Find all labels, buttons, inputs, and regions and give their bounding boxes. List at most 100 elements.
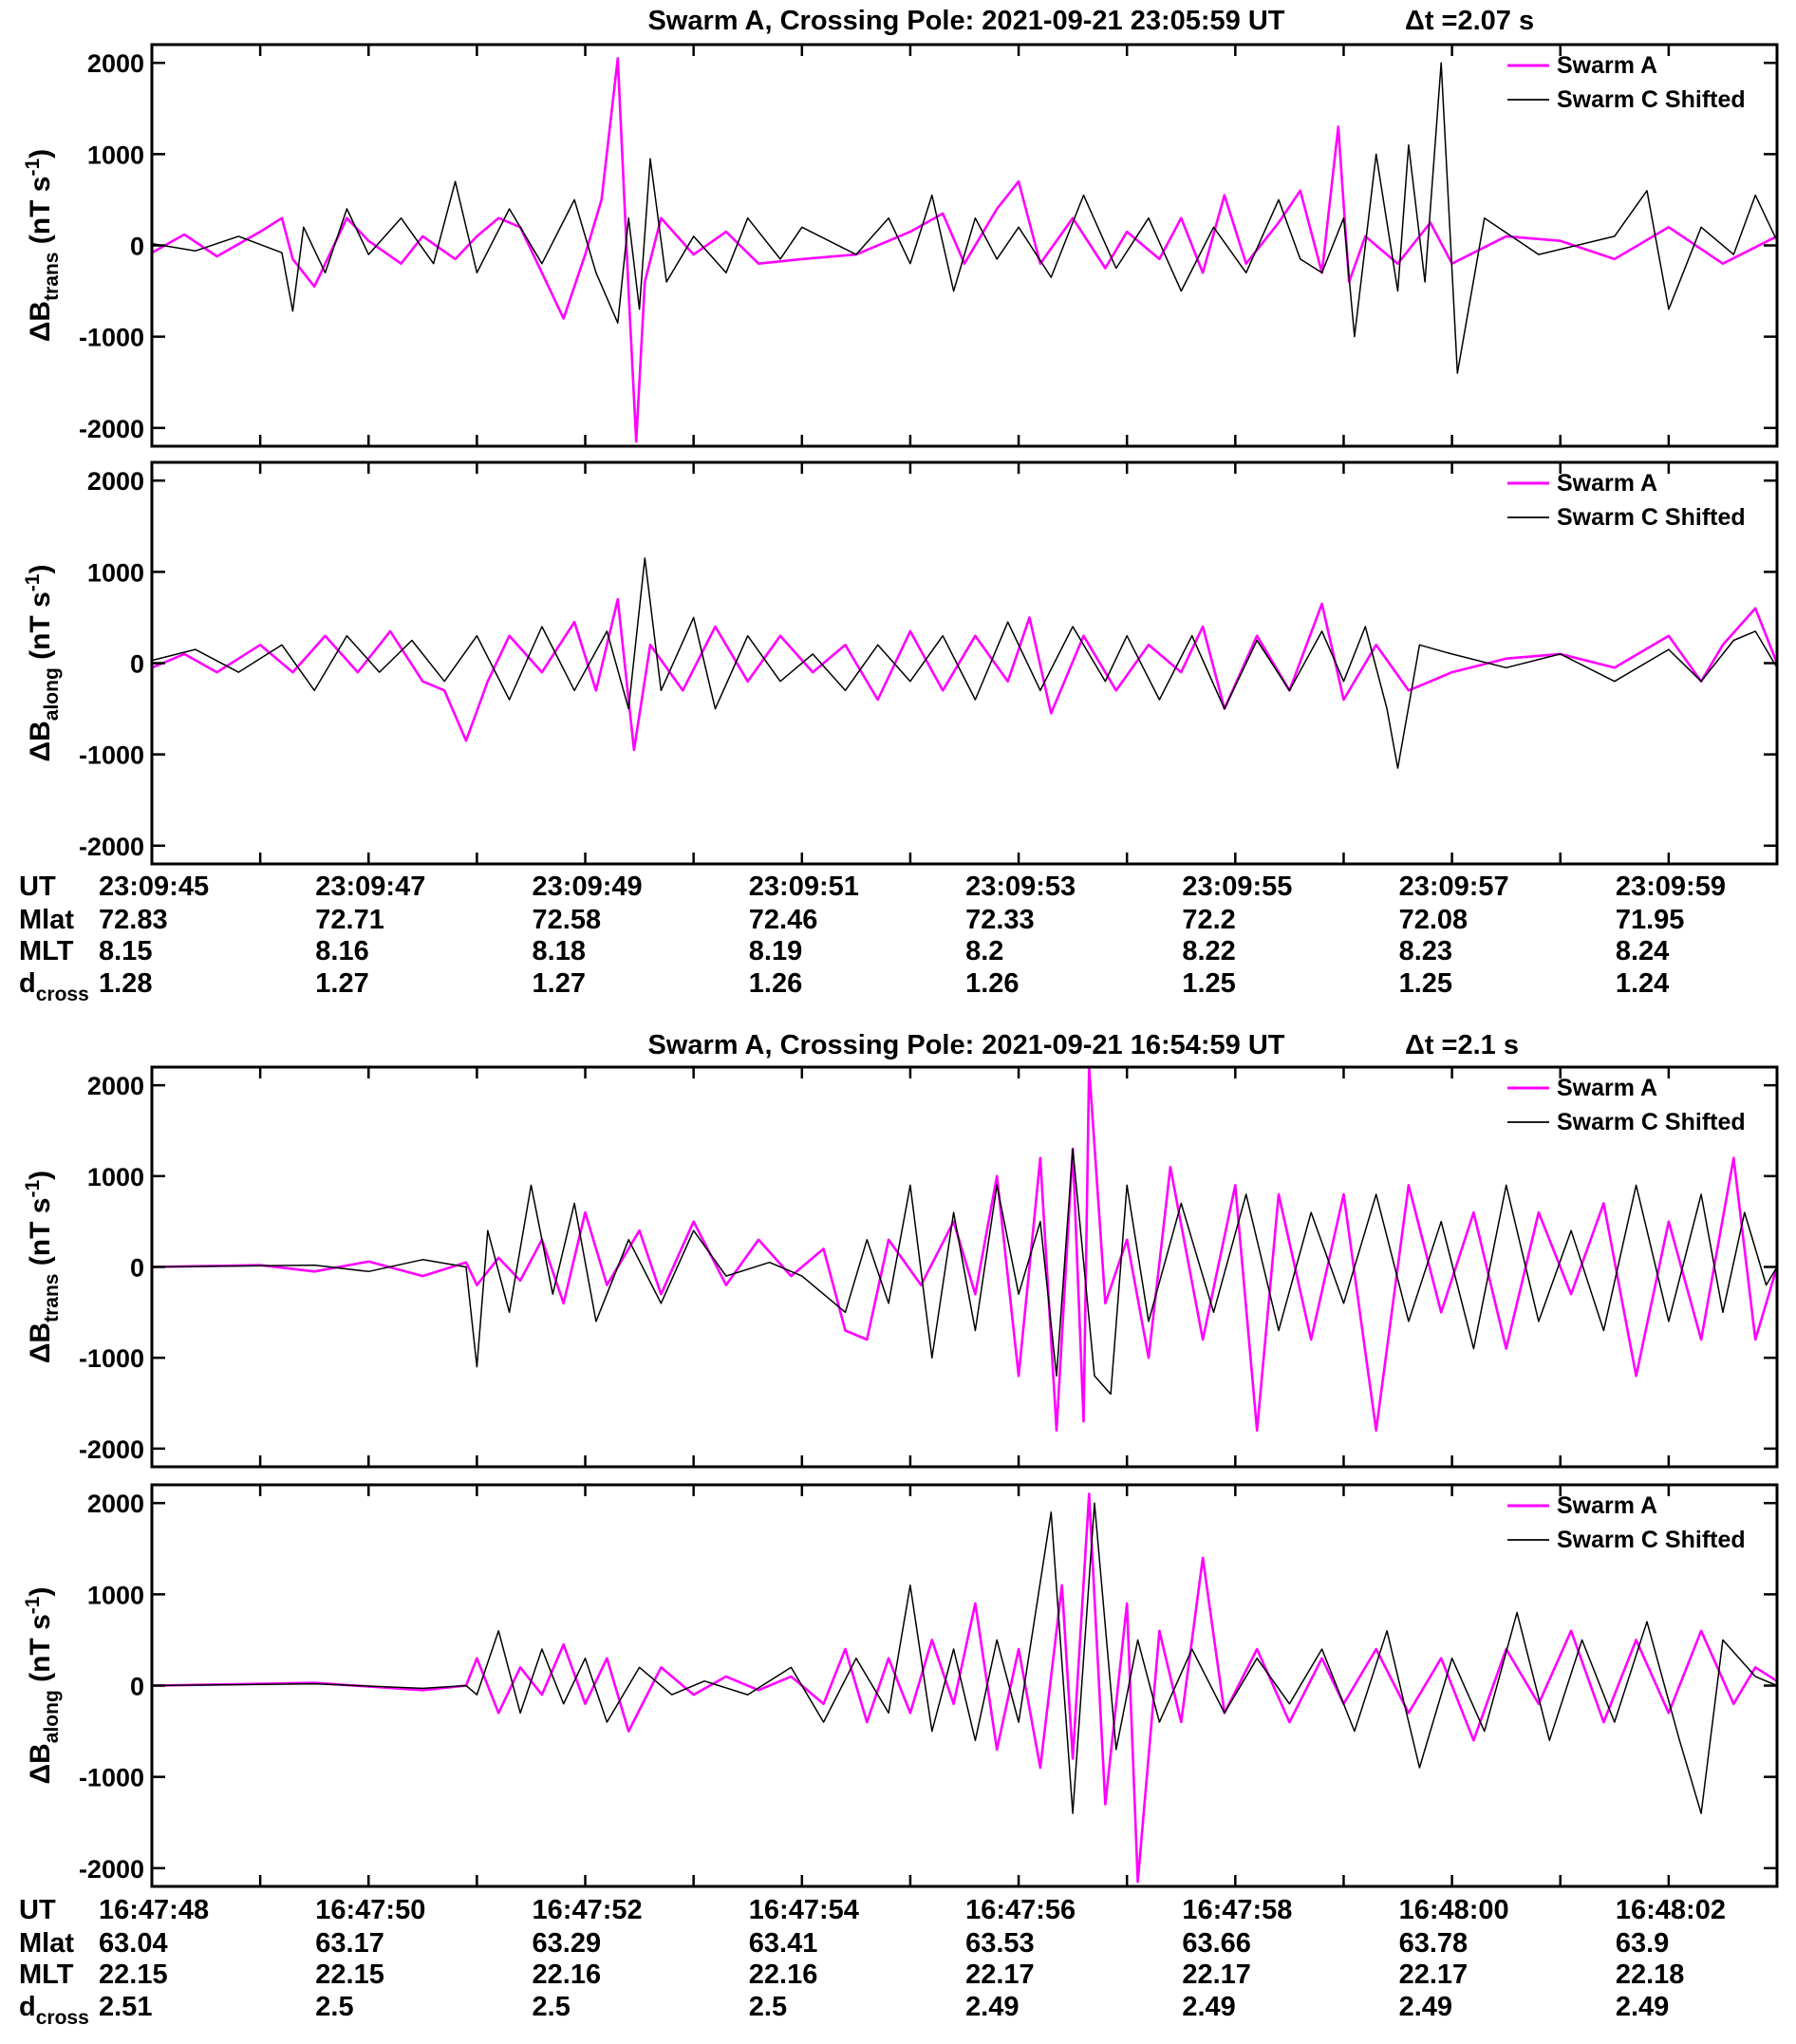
series-line-swarm-c-shifted (152, 1502, 1777, 1814)
y-tick-label: 0 (130, 233, 144, 261)
ut-tick-label: 23:09:57 (1399, 872, 1509, 902)
ut-tick-label: 16:48:00 (1399, 1895, 1509, 1925)
y-axis-label: ΔBalong (nT s-1) (22, 565, 63, 762)
legend-label: Swarm C Shifted (1557, 1527, 1746, 1553)
ut-tick-label: 23:09:59 (1616, 872, 1726, 902)
ut-tick-label: 23:09:47 (315, 872, 425, 902)
plot-frame (150, 460, 1779, 866)
y-tick-label: 2000 (87, 467, 144, 496)
series-line-swarm-a (152, 57, 1777, 443)
chart-title: Swarm A, Crossing Pole: 2021-09-21 23:05… (647, 6, 1284, 36)
mlt-value: 22.17 (965, 1960, 1035, 1990)
y-tick-label: 2000 (87, 1072, 144, 1100)
mlt-value: 22.17 (1182, 1960, 1251, 1990)
y-tick-label: -2000 (79, 833, 144, 861)
legend: Swarm A Swarm C Shifted (1507, 1075, 1746, 1135)
y-tick-label: -1000 (79, 324, 144, 352)
series-line-swarm-a (152, 1067, 1777, 1432)
legend: Swarm A Swarm C Shifted (1507, 1492, 1746, 1553)
ut-tick-label: 23:09:49 (533, 872, 643, 902)
row-label-ut: UT (19, 872, 56, 902)
tick-table-2: UTMlatMLTdcross16:47:4863.0422.152.5116:… (19, 1895, 1726, 2029)
mlat-value: 63.9 (1616, 1928, 1669, 1959)
mlt-value: 8.22 (1182, 936, 1235, 966)
y-tick-label: -1000 (79, 741, 144, 770)
y-axis-label: ΔBalong (nT s-1) (22, 1587, 63, 1785)
ut-tick-label: 16:47:48 (99, 1895, 209, 1925)
legend: Swarm A Swarm C Shifted (1507, 470, 1746, 531)
series-line-swarm-a (152, 1492, 1777, 1884)
mlt-value: 8.24 (1616, 936, 1669, 966)
legend-label: Swarm C Shifted (1557, 86, 1746, 113)
y-tick-label: -2000 (79, 1855, 144, 1884)
dcross-value: 2.49 (965, 1992, 1019, 2022)
y-tick-label: 2000 (87, 49, 144, 78)
mlt-value: 8.18 (533, 936, 586, 966)
mlat-value: 63.41 (749, 1928, 818, 1959)
mlt-value: 22.18 (1616, 1960, 1685, 1990)
row-label-ut: UT (19, 1895, 56, 1925)
dcross-value: 1.27 (315, 968, 368, 999)
panel-1: Swarm A, Crossing Pole: 2021-09-21 23:05… (22, 6, 1779, 448)
mlat-value: 63.17 (315, 1928, 384, 1959)
dcross-value: 1.27 (533, 968, 586, 999)
row-label-mlat: Mlat (19, 1928, 74, 1959)
series-line-swarm-c-shifted (152, 557, 1777, 769)
row-label-mlat: Mlat (19, 905, 74, 935)
legend-label: Swarm C Shifted (1557, 1109, 1746, 1135)
mlt-value: 22.15 (99, 1960, 168, 1990)
dcross-value: 1.25 (1399, 968, 1452, 999)
mlt-value: 22.16 (533, 1960, 602, 1990)
mlt-value: 22.16 (749, 1960, 818, 1990)
y-tick-label: 1000 (87, 1581, 144, 1609)
panel-2: 2000 1000 0 -1000 -2000 ΔBalong (nT s-1) Swarm… (22, 460, 1779, 866)
mlt-value: 8.23 (1399, 936, 1452, 966)
delta-t-label: Δt =2.1 s (1405, 1030, 1519, 1060)
legend-label: Swarm A (1557, 1492, 1657, 1519)
y-tick-label: 2000 (87, 1490, 144, 1518)
y-tick-label: 0 (130, 650, 144, 679)
series-line-swarm-c-shifted (152, 1148, 1777, 1396)
mlat-value: 63.04 (99, 1928, 168, 1959)
series-line-swarm-c-shifted (152, 62, 1777, 374)
ut-tick-label: 16:47:58 (1182, 1895, 1292, 1925)
legend-label: Swarm A (1557, 1075, 1657, 1101)
row-label-dcross: dcross (19, 968, 89, 1005)
dcross-value: 1.26 (749, 968, 802, 999)
mlat-value: 63.29 (533, 1928, 602, 1959)
mlt-value: 8.15 (99, 936, 152, 966)
y-tick-label: -2000 (79, 415, 144, 443)
legend: Swarm A Swarm C Shifted (1507, 52, 1746, 113)
mlat-value: 72.08 (1399, 905, 1469, 935)
dcross-value: 2.51 (99, 1992, 152, 2022)
ut-tick-label: 23:09:53 (965, 872, 1076, 902)
y-tick-label: 0 (130, 1254, 144, 1283)
legend-label: Swarm C Shifted (1557, 504, 1746, 531)
plot-frame (150, 43, 1779, 448)
panel-4: 2000 1000 0 -1000 -2000 ΔBalong (nT s-1) Swarm… (22, 1483, 1779, 1888)
mlat-value: 63.78 (1399, 1928, 1469, 1959)
dcross-value: 1.24 (1616, 968, 1669, 999)
dcross-value: 2.5 (533, 1992, 571, 2022)
ut-tick-label: 23:09:55 (1182, 872, 1292, 902)
delta-t-label: Δt =2.07 s (1405, 6, 1534, 36)
mlat-value: 72.2 (1182, 905, 1235, 935)
dcross-value: 2.5 (749, 1992, 787, 2022)
mlt-value: 22.17 (1399, 1960, 1469, 1990)
legend-label: Swarm A (1557, 52, 1657, 79)
dcross-value: 2.5 (315, 1992, 353, 2022)
ut-tick-label: 23:09:45 (99, 872, 209, 902)
mlat-value: 72.71 (315, 905, 384, 935)
y-tick-label: -1000 (79, 1344, 144, 1373)
mlat-value: 72.83 (99, 905, 168, 935)
ut-tick-label: 16:47:52 (533, 1895, 643, 1925)
series-line-swarm-a (152, 597, 1777, 752)
dcross-value: 1.25 (1182, 968, 1235, 999)
mlat-value: 63.66 (1182, 1928, 1251, 1959)
mlt-value: 8.16 (315, 936, 368, 966)
row-label-dcross: dcross (19, 1992, 89, 2029)
mlat-value: 72.58 (533, 905, 602, 935)
y-tick-label: 1000 (87, 1163, 144, 1191)
